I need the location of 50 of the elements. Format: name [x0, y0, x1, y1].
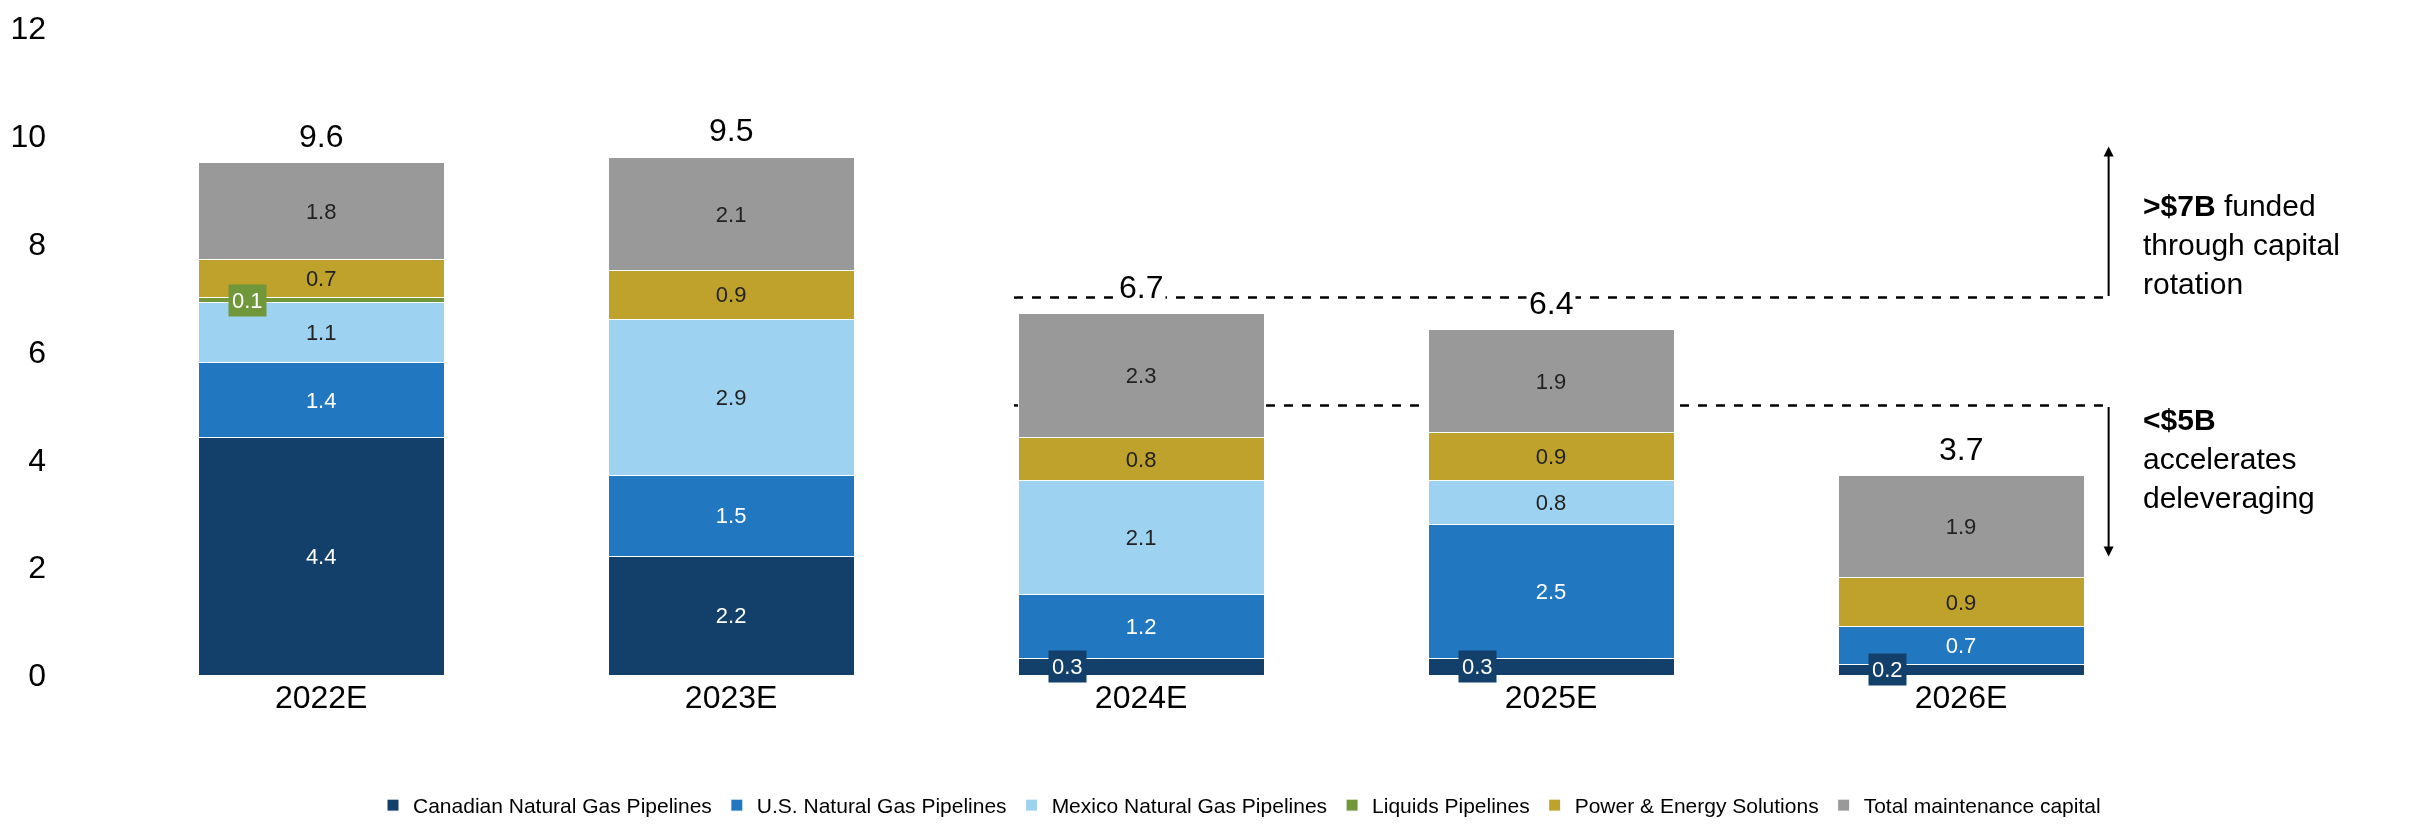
- y-tick-label: 6: [28, 333, 46, 370]
- legend-label: Mexico Natural Gas Pipelines: [1051, 794, 1328, 818]
- data-label: 0.1: [232, 288, 263, 313]
- y-tick-label: 4: [28, 441, 46, 478]
- legend-label: Canadian Natural Gas Pipelines: [413, 794, 712, 818]
- data-label: 0.3: [1462, 654, 1493, 679]
- data-label: 2.5: [1535, 578, 1567, 604]
- data-label: 0.8: [1125, 446, 1157, 472]
- data-label: 4.4: [305, 543, 337, 569]
- legend-label: Power & Energy Solutions: [1574, 794, 1819, 818]
- data-label: 2.2: [715, 603, 747, 629]
- data-label: 1.8: [305, 198, 337, 224]
- data-label: 0.7: [305, 266, 337, 292]
- data-label: 0.8: [1535, 489, 1567, 515]
- data-label: 1.5: [715, 503, 747, 529]
- total-label: 9.5: [709, 112, 754, 148]
- data-label: 0.2: [1872, 657, 1903, 682]
- data-label: 2.1: [715, 201, 747, 227]
- data-label: 1.1: [305, 320, 337, 346]
- y-tick-label: 12: [10, 10, 46, 47]
- legend-label: Total maintenance capital: [1863, 794, 2101, 818]
- x-tick-label: 2022E: [274, 679, 368, 715]
- y-tick-label: 8: [28, 225, 46, 262]
- data-label: 1.9: [1535, 368, 1567, 394]
- legend-label: Liquids Pipelines: [1372, 794, 1530, 818]
- total-label: 6.7: [1119, 269, 1164, 305]
- data-label: 2.9: [715, 384, 747, 410]
- data-label: 0.3: [1052, 654, 1083, 679]
- total-label: 3.7: [1939, 431, 1984, 467]
- data-label: 0.9: [715, 282, 747, 308]
- x-tick-label: 2025E: [1504, 679, 1598, 715]
- x-tick-label: 2024E: [1094, 679, 1188, 715]
- data-label: 0.9: [1535, 444, 1567, 470]
- ref-line-label: <$5B accelerates deleveraging: [2143, 403, 2315, 514]
- ref-line-label: >$7B funded through capital rotation: [2143, 189, 2340, 300]
- data-label: 2.1: [1125, 525, 1157, 551]
- data-label: 0.9: [1945, 589, 1977, 615]
- data-label: 1.4: [305, 387, 337, 413]
- data-label: 0.7: [1945, 632, 1977, 658]
- data-label: 1.9: [1945, 514, 1977, 540]
- y-tick-label: 2: [28, 549, 46, 586]
- y-tick-label: 0: [28, 657, 46, 694]
- y-tick-label: 10: [10, 118, 46, 155]
- x-tick-label: 2026E: [1914, 679, 2008, 715]
- data-label: 1.2: [1125, 613, 1157, 639]
- data-label: 2.3: [1125, 363, 1157, 389]
- total-label: 9.6: [299, 118, 344, 154]
- total-label: 6.4: [1529, 285, 1574, 321]
- legend-label: U.S. Natural Gas Pipelines: [756, 794, 1007, 818]
- x-tick-label: 2023E: [684, 679, 778, 715]
